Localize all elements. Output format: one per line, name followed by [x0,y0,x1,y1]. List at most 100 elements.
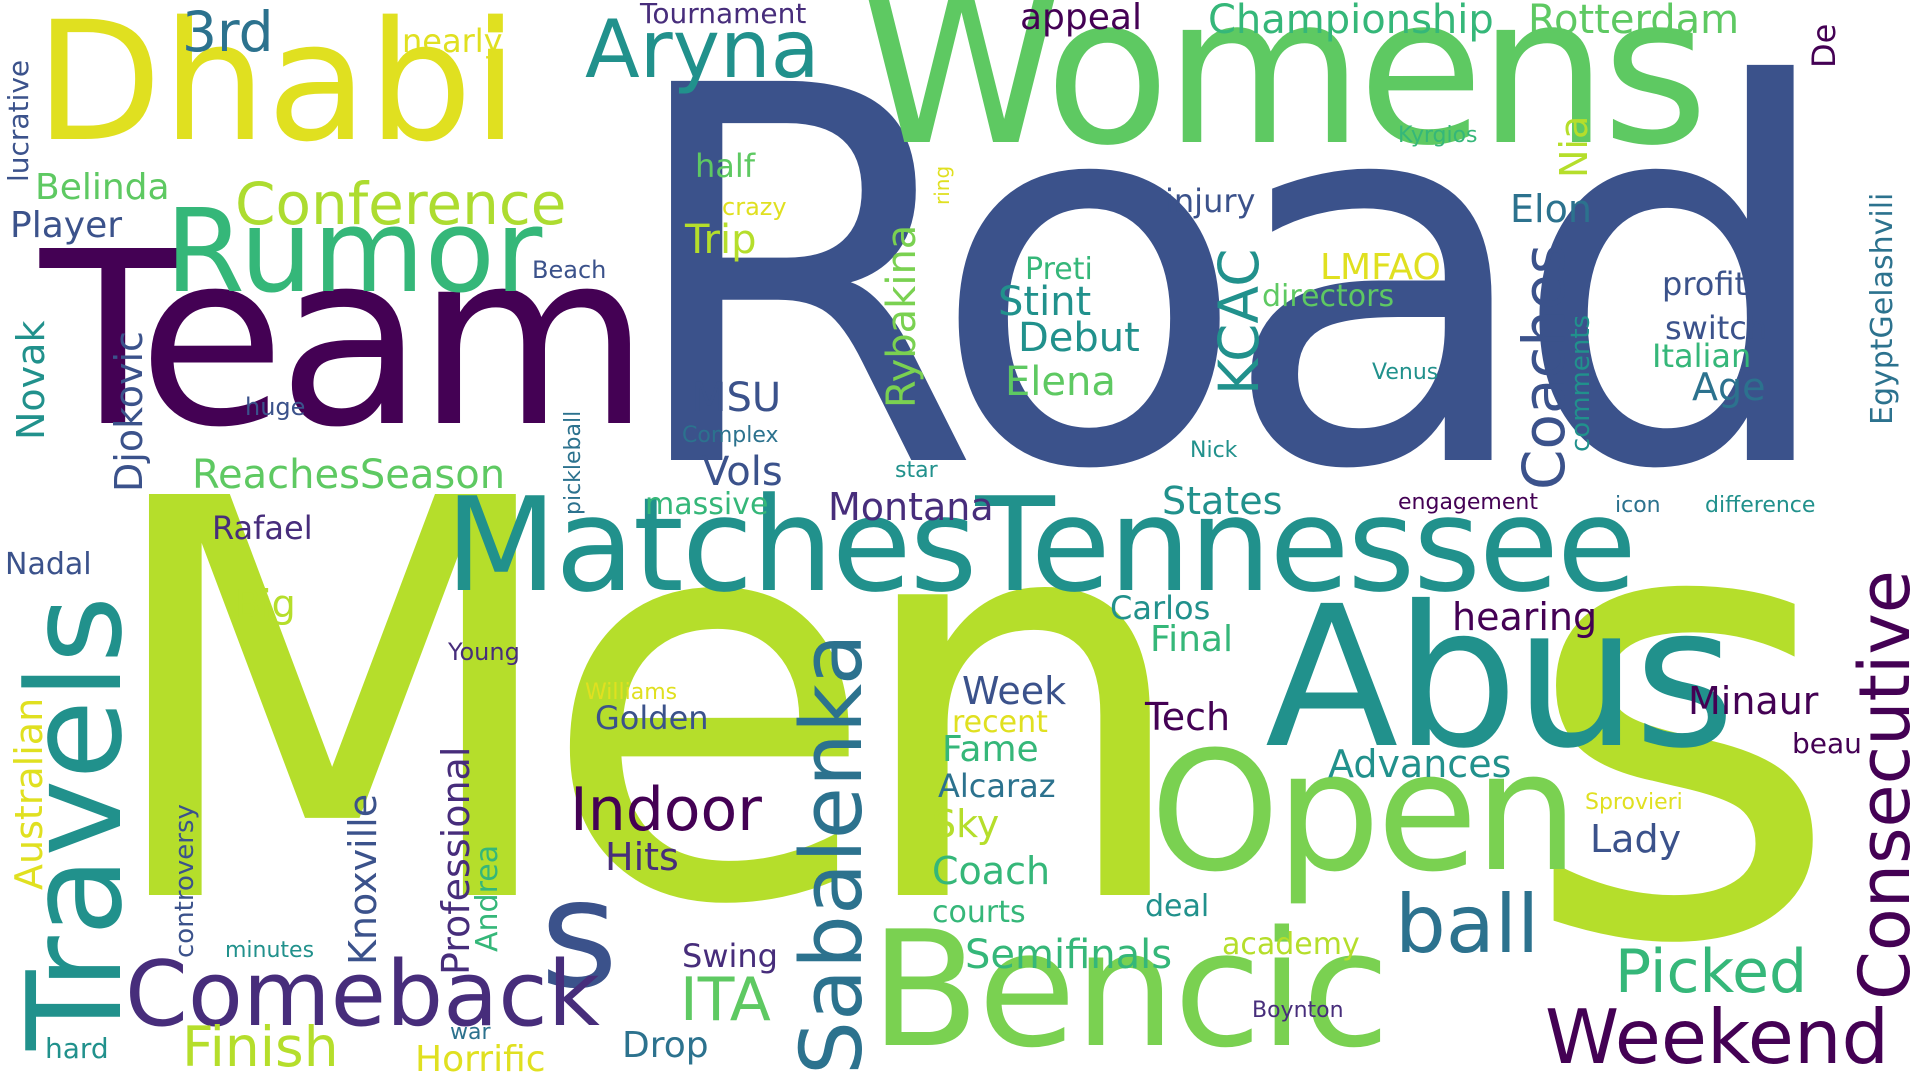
word-rybakina: Rybakina [879,224,925,408]
word-championship: Championship [1208,0,1494,43]
word-belinda: Belinda [35,167,170,208]
word-elon: Elon [1510,187,1592,231]
word-lady: Lady [1590,817,1682,861]
word-advances: Advances [1328,742,1512,786]
word-comments: comments [1566,314,1596,452]
word-abus: Abus [1265,564,1735,791]
word-nia: Nia [1552,115,1596,178]
word-sky: Sky [932,802,1000,846]
word-massive: massive [645,487,769,522]
word-andrea: Andrea [470,844,505,952]
word-s-lime: s [1520,359,1844,1080]
word-huge: huge [245,393,306,421]
word-nadal: Nadal [5,547,92,582]
word-pickleball: pickleball [561,410,586,515]
word-swing: Swing [682,937,778,975]
word-novak: Novak [9,320,53,440]
word-australian: Australian [7,697,51,890]
word-weekend: Weekend [1545,993,1890,1080]
word-courts: courts [932,895,1026,930]
word-age: Age [1692,365,1766,409]
word-open: Open [1150,716,1579,908]
word-crazy: crazy [722,193,787,221]
word-3rd: 3rd [182,0,274,64]
word-alcaraz: Alcaraz [938,767,1056,805]
word-sabalenka: Sabalenka [783,633,882,1075]
word-kcac: KCAC [1207,248,1271,395]
word-preti: Preti [1025,252,1093,287]
word-kyrgios: Kyrgios [1398,123,1478,148]
word-semifinals: Semifinals [965,932,1173,978]
word-nick: Nick [1190,438,1238,463]
word-team: Team [40,200,650,480]
word-young: Young [448,638,520,666]
word-trip: Trip [685,217,757,263]
word-knoxville: Knoxville [341,793,385,965]
word-williams: Williams [585,680,678,705]
word-rafael: Rafael [212,509,313,547]
word-difference: difference [1705,493,1816,518]
word-ring: ring [930,165,954,205]
word-big: Big [235,582,296,626]
word-womens: Womens [860,0,1709,191]
word-states: States [1162,479,1283,523]
word-hits: Hits [605,835,679,879]
word-montana: Montana [828,485,994,529]
word-recent: recent [952,705,1048,740]
word-war: war [450,1020,491,1045]
word-icon: icon [1615,493,1661,518]
word-lmfao: LMFAO [1320,247,1441,288]
word-italian: Italian [1652,337,1752,375]
word-fame: Fame [942,729,1039,770]
word-de: De [1805,23,1843,68]
word-djokovic: Djokovic [107,331,151,492]
word-coach: Coach [932,849,1051,893]
word-player: Player [10,205,123,246]
word-deal: deal [1145,889,1210,924]
word-indoor: Indoor [570,775,762,845]
word-tech: Tech [1145,695,1231,739]
word-star: star [895,458,938,483]
word-directors: directors [1262,279,1395,314]
word-elena: Elena [1005,359,1116,405]
word-rotterdam: Rotterdam [1528,0,1740,43]
word-picked: Picked [1615,937,1808,1007]
word-horrific: Horrific [415,1039,546,1080]
word-comeback: Comeback [125,942,600,1047]
word-men: Men [95,384,1196,1025]
word-conference: Conference [235,170,567,238]
word-complex: Complex [682,423,779,448]
word-ball: ball [1395,878,1540,971]
word-vols: Vols [702,449,783,495]
word-stint: Stint [998,279,1092,325]
word-coaches: Coaches [1510,243,1578,490]
word-nearly: nearly [402,22,503,60]
word-hard: hard [45,1032,109,1065]
word-ita: ITA [680,965,771,1035]
word-injury: injury [1165,182,1256,220]
word-venus: Venus [1372,360,1439,385]
word-dhabi: Dhabi [35,0,519,178]
word-lucrative: lucrative [2,59,35,182]
word-carlos: Carlos [1110,589,1211,627]
word-boynton: Boynton [1252,998,1344,1023]
word-minaur: Minaur [1688,679,1819,723]
word-bencic: Bencic [870,896,1390,1080]
word-msu: MSU [692,375,782,421]
word-s-blue: s [540,848,619,1022]
word-academy: academy [1222,927,1360,962]
word-aryna: Aryna [585,3,820,96]
word-week: Week [962,669,1067,713]
word-beach: Beach [532,256,607,284]
word-half: half [695,147,756,185]
word-final: Final [1150,619,1233,660]
word-tournament: Tournament [640,0,807,30]
word-consecutive: Consecutive [1844,570,1920,1000]
word-rumor: Rumor [165,185,543,319]
word-golden: Golden [595,699,709,737]
word-sprovieri: Sprovieri [1585,790,1683,815]
word-egyptgelashvili: EgyptGelashvili [1865,192,1900,425]
word-beau: beau [1792,727,1862,760]
word-minutes: minutes [225,938,315,963]
word-appeal: appeal [1020,0,1142,38]
